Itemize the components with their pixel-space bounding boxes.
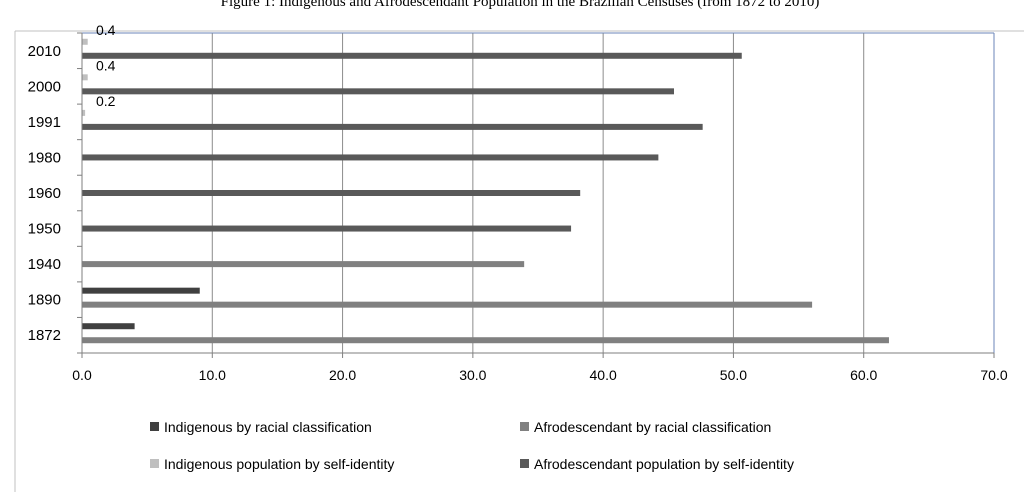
bar [82, 337, 889, 344]
x-tick-label: 10.0 [199, 367, 226, 383]
x-tick-label: 0.0 [72, 367, 92, 383]
legend-item: Afrodescendant population by self-identi… [520, 456, 794, 472]
legend-item: Afrodescendant by racial classification [520, 419, 771, 435]
y-tick-label: 1991 [28, 114, 61, 131]
bar [82, 287, 200, 294]
y-tick-label: 1872 [28, 327, 61, 344]
data-label: 0.4 [96, 22, 116, 38]
y-tick-label: 2000 [28, 78, 61, 95]
x-tick-label: 70.0 [980, 367, 1007, 383]
bar [82, 301, 813, 308]
chart-title: Figure 1: Indigenous and Afrodescendant … [221, 0, 820, 10]
legend: Indigenous by racial classification Afrod… [150, 419, 794, 472]
y-tick-label: 1960 [28, 185, 61, 202]
bar [82, 190, 581, 196]
bars [82, 38, 889, 344]
y-tick-label: 1890 [28, 292, 61, 309]
bar [82, 323, 135, 330]
bar [82, 88, 674, 95]
x-tick-label: 20.0 [329, 367, 356, 383]
legend-swatch [520, 422, 529, 431]
data-label: 0.2 [96, 93, 116, 109]
x-tick-label: 30.0 [459, 367, 486, 383]
legend-item: Indigenous by racial classification [150, 419, 372, 435]
data-labels: 0.2 0.4 0.4 [96, 22, 116, 109]
bar [82, 74, 88, 81]
x-tick-label: 40.0 [590, 367, 617, 383]
y-tick-label: 1950 [28, 221, 61, 238]
bar [82, 38, 88, 45]
y-tick-label: 2010 [28, 43, 61, 60]
legend-label: Afrodescendant by racial classification [534, 419, 771, 435]
axes: 0.0 10.0 20.0 30.0 40.0 50.0 60.0 70.0 1872 1890 1… [14, 30, 1024, 492]
bar [82, 52, 742, 59]
bar [82, 109, 86, 116]
legend-label: Indigenous by racial classification [164, 419, 372, 435]
x-tick-label: 50.0 [720, 367, 747, 383]
legend-label: Afrodescendant population by self-identi… [534, 456, 794, 472]
bar [82, 225, 572, 232]
legend-swatch [520, 459, 529, 468]
data-label: 0.4 [96, 57, 116, 73]
legend-swatch [150, 422, 159, 431]
bar [82, 261, 525, 268]
legend-swatch [150, 459, 159, 468]
x-tick-label: 60.0 [850, 367, 877, 383]
bar [82, 123, 703, 130]
legend-label: Indigenous population by self-identity [164, 456, 394, 472]
bar [82, 154, 659, 161]
legend-item: Indigenous population by self-identity [150, 456, 394, 472]
y-tick-label: 1980 [28, 149, 61, 166]
y-tick-label: 1940 [28, 256, 61, 273]
